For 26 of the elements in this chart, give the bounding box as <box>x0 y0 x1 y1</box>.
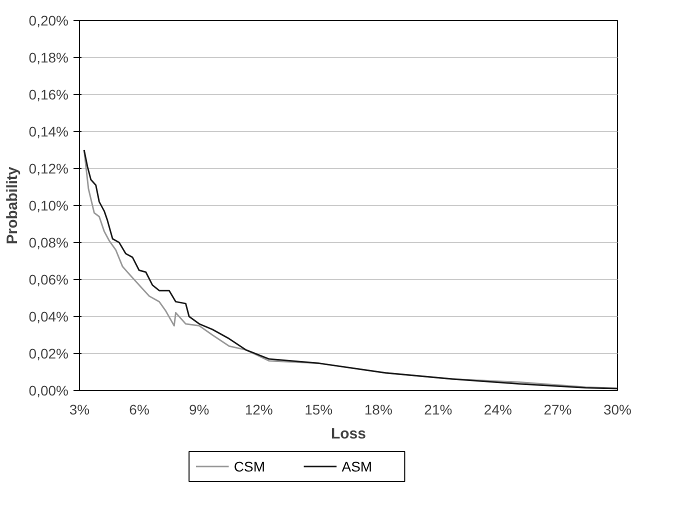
x-tick-label: 12% <box>244 402 273 418</box>
y-tick-label: 0,12% <box>28 160 69 176</box>
legend-label: ASM <box>342 458 372 474</box>
y-tick-label: 0,02% <box>28 346 69 362</box>
x-tick-label: 3% <box>69 402 90 418</box>
y-tick-label: 0,08% <box>28 234 69 250</box>
line-series <box>83 149 618 390</box>
y-tick-label: 0,06% <box>28 272 69 288</box>
y-tick-label: 0,18% <box>28 50 69 66</box>
y-tick-label: 0,00% <box>28 382 69 398</box>
y-tick-label: 0,20% <box>28 12 69 28</box>
y-tick-label: 0,10% <box>28 198 69 214</box>
y-axis-title: Probability <box>4 166 21 244</box>
legend-label: CSM <box>234 458 266 474</box>
x-tick-label: 9% <box>188 402 210 418</box>
x-tick-label: 18% <box>364 402 392 418</box>
y-tick-label: 0,14% <box>28 124 69 140</box>
y-tick-label: 0,04% <box>28 308 69 324</box>
y-tick-label: 0,16% <box>28 86 69 102</box>
x-tick-label: 24% <box>484 402 512 418</box>
x-tick-label: 21% <box>424 402 452 418</box>
x-tick-label: 15% <box>304 402 333 418</box>
x-tick-label: 30% <box>603 402 632 418</box>
x-tick-label: 27% <box>544 402 572 418</box>
x-tick-label: 6% <box>129 402 150 418</box>
x-axis-title: Loss <box>330 426 366 442</box>
